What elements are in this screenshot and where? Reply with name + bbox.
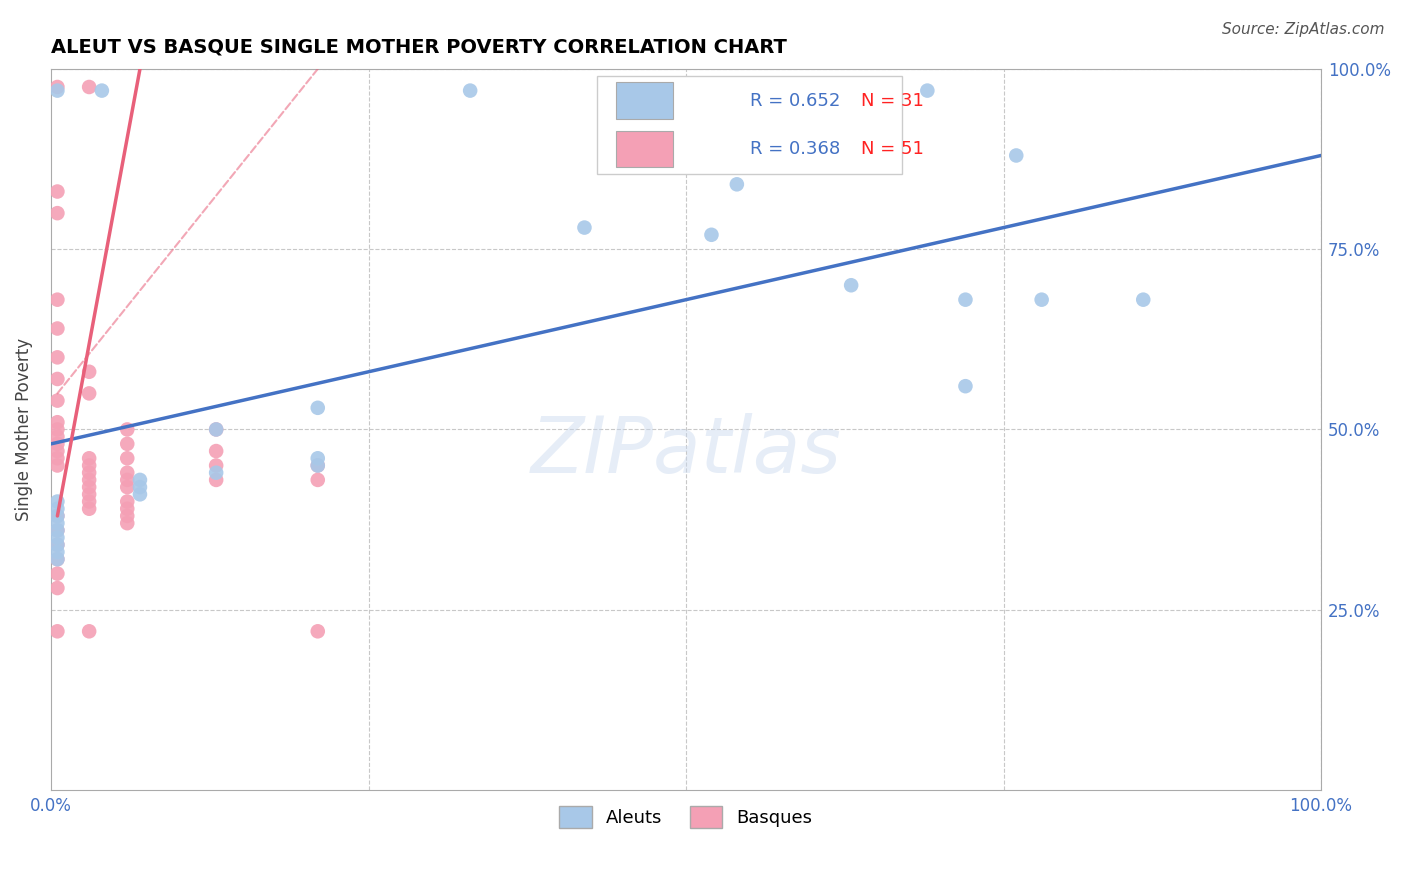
Point [917, 84, 939, 98]
Point [77, 458, 100, 473]
Text: R = 0.652: R = 0.652 [749, 92, 839, 110]
Point [205, 458, 228, 473]
Point [46, 545, 69, 559]
Point [839, 84, 862, 98]
Point [77, 80, 100, 95]
Point [574, 220, 596, 235]
Point [46, 531, 69, 545]
Point [46, 538, 69, 552]
Point [46, 566, 69, 581]
Point [46, 422, 69, 436]
Point [77, 487, 100, 501]
Point [205, 466, 228, 480]
Text: R = 0.368: R = 0.368 [749, 140, 839, 158]
Point [46, 458, 69, 473]
Point [117, 494, 139, 508]
Point [117, 422, 139, 436]
Point [725, 178, 748, 192]
Point [117, 473, 139, 487]
Point [307, 451, 329, 466]
Point [1031, 293, 1053, 307]
Y-axis label: Single Mother Poverty: Single Mother Poverty [15, 338, 32, 521]
Point [77, 365, 100, 379]
Point [46, 293, 69, 307]
Point [307, 458, 329, 473]
Point [46, 552, 69, 566]
Point [117, 437, 139, 451]
Point [46, 524, 69, 538]
Point [46, 351, 69, 365]
Point [117, 480, 139, 494]
Point [307, 624, 329, 639]
Point [46, 321, 69, 335]
Point [205, 422, 228, 436]
Point [205, 422, 228, 436]
Point [700, 227, 723, 242]
Point [205, 473, 228, 487]
Point [46, 430, 69, 444]
Point [458, 84, 481, 98]
Text: N = 51: N = 51 [862, 140, 924, 158]
Point [46, 524, 69, 538]
Text: ALEUT VS BASQUE SINGLE MOTHER POVERTY CORRELATION CHART: ALEUT VS BASQUE SINGLE MOTHER POVERTY CO… [51, 37, 787, 56]
Point [46, 516, 69, 531]
Point [307, 473, 329, 487]
Point [90, 84, 112, 98]
Text: Source: ZipAtlas.com: Source: ZipAtlas.com [1222, 22, 1385, 37]
Point [129, 480, 152, 494]
Point [46, 494, 69, 508]
Point [307, 458, 329, 473]
Point [77, 451, 100, 466]
FancyBboxPatch shape [616, 131, 673, 167]
Point [46, 501, 69, 516]
Point [77, 473, 100, 487]
Point [1132, 293, 1154, 307]
Point [46, 552, 69, 566]
Point [839, 278, 862, 293]
Point [46, 185, 69, 199]
Point [46, 415, 69, 429]
Point [77, 466, 100, 480]
Point [46, 581, 69, 595]
Point [46, 508, 69, 523]
Point [129, 487, 152, 501]
Point [117, 451, 139, 466]
Text: N = 31: N = 31 [862, 92, 924, 110]
Point [77, 624, 100, 639]
Legend: Aleuts, Basques: Aleuts, Basques [553, 798, 820, 835]
Point [46, 444, 69, 458]
Point [46, 84, 69, 98]
Point [77, 386, 100, 401]
Point [46, 372, 69, 386]
Point [77, 501, 100, 516]
Point [46, 437, 69, 451]
Point [1005, 148, 1028, 162]
Point [77, 480, 100, 494]
Point [117, 501, 139, 516]
Point [955, 293, 977, 307]
Point [46, 451, 69, 466]
FancyBboxPatch shape [616, 82, 673, 119]
Point [46, 393, 69, 408]
Point [955, 379, 977, 393]
Point [307, 401, 329, 415]
Point [117, 508, 139, 523]
Point [46, 80, 69, 95]
Point [205, 444, 228, 458]
Text: ZIPatlas: ZIPatlas [530, 413, 842, 489]
Point [46, 624, 69, 639]
Point [46, 206, 69, 220]
Point [77, 494, 100, 508]
Point [117, 466, 139, 480]
FancyBboxPatch shape [598, 76, 903, 174]
Point [117, 516, 139, 531]
Point [129, 473, 152, 487]
Point [46, 508, 69, 523]
Point [46, 538, 69, 552]
